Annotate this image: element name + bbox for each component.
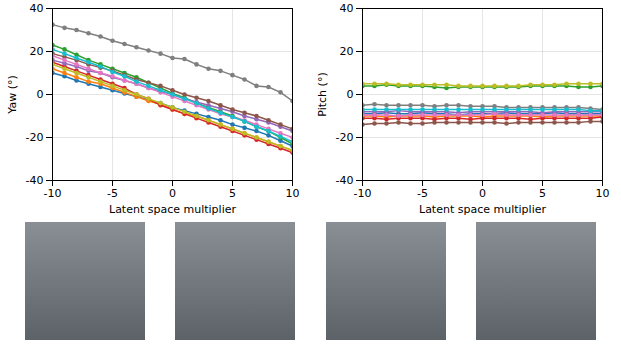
svg-text:-40: -40: [336, 174, 354, 187]
svg-text:-40: -40: [26, 174, 44, 187]
svg-text:-20: -20: [336, 131, 354, 144]
svg-text:-20: -20: [26, 131, 44, 144]
svg-text:Yaw (°): Yaw (°): [6, 75, 19, 115]
svg-text:10: 10: [286, 187, 300, 200]
svg-text:10: 10: [596, 187, 610, 200]
svg-text:0: 0: [37, 88, 44, 101]
svg-text:20: 20: [30, 45, 44, 58]
svg-text:-5: -5: [417, 187, 428, 200]
svg-text:0: 0: [479, 187, 486, 200]
svg-text:-10: -10: [44, 187, 62, 200]
svg-text:Latent space multiplier: Latent space multiplier: [109, 203, 236, 216]
svg-text:5: 5: [229, 187, 236, 200]
svg-text:40: 40: [340, 2, 354, 15]
svg-text:5: 5: [539, 187, 546, 200]
svg-text:40: 40: [30, 2, 44, 15]
svg-text:Latent space multiplier: Latent space multiplier: [419, 203, 546, 216]
svg-text:Pitch (°): Pitch (°): [316, 72, 329, 116]
svg-text:-10: -10: [354, 187, 372, 200]
svg-text:0: 0: [169, 187, 176, 200]
svg-text:0: 0: [347, 88, 354, 101]
svg-text:20: 20: [340, 45, 354, 58]
svg-text:-5: -5: [107, 187, 118, 200]
